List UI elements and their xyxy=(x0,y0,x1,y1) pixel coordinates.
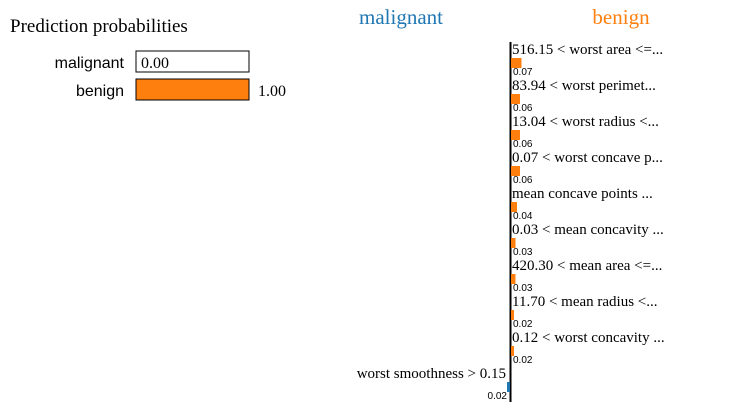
feature-bar xyxy=(511,238,516,248)
feature-value: 0.03 xyxy=(513,283,533,294)
proba-value-malignant: 0.00 xyxy=(141,55,169,72)
feature-value: 0.02 xyxy=(513,319,533,330)
feature-bar xyxy=(511,346,514,356)
feature-value: 0.06 xyxy=(513,139,533,150)
feature-label: 13.04 < worst radius <... xyxy=(512,114,659,130)
prediction-probabilities-title: Prediction probabilities xyxy=(10,16,188,37)
prediction-probabilities-panel: Prediction probabilities malignant 0.00 be… xyxy=(10,16,286,101)
proba-bar-outline-malignant xyxy=(135,50,250,73)
feature-value: 0.02 xyxy=(513,355,533,366)
feature-bar xyxy=(511,130,520,140)
feature-bar xyxy=(511,310,514,320)
feature-label: mean concave points ... xyxy=(512,186,653,202)
proba-label-malignant: malignant xyxy=(55,55,125,72)
feature-label: worst smoothness > 0.15 xyxy=(357,366,506,382)
feature-label: 0.03 < mean concavity ... xyxy=(512,222,664,238)
feature-bar xyxy=(511,94,520,104)
feature-bar xyxy=(511,166,520,176)
feature-value: 0.06 xyxy=(513,175,533,186)
feature-label: 0.07 < worst concave p... xyxy=(512,150,663,166)
feature-value: 0.02 xyxy=(488,391,508,402)
feature-label: 83.94 < worst perimet... xyxy=(512,78,656,94)
feature-bar xyxy=(511,202,517,212)
feature-value: 0.07 xyxy=(513,67,533,78)
negative-class-label: malignant xyxy=(359,5,443,29)
feature-value: 0.06 xyxy=(513,103,533,114)
feature-value: 0.04 xyxy=(513,211,533,222)
proba-label-benign: benign xyxy=(76,83,124,100)
feature-value: 0.03 xyxy=(513,247,533,258)
feature-label: 0.12 < worst concavity ... xyxy=(512,330,665,346)
feature-label: 516.15 < worst area <=... xyxy=(512,42,663,58)
feature-label: 420.30 < mean area <=... xyxy=(512,258,662,274)
feature-bar xyxy=(511,274,516,284)
feature-bar xyxy=(507,382,510,392)
feature-label: 11.70 < mean radius <... xyxy=(512,294,658,310)
proba-value-benign: 1.00 xyxy=(258,83,286,100)
proba-bar-benign xyxy=(135,78,250,101)
positive-class-label: benign xyxy=(592,5,650,29)
feature-bar xyxy=(511,58,522,68)
